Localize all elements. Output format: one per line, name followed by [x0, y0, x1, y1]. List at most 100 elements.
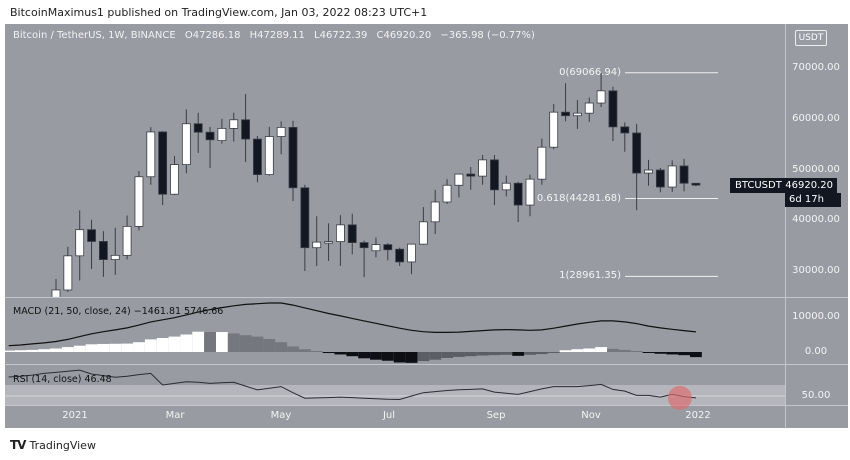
candle-down: [490, 159, 499, 191]
candle-up: [573, 112, 582, 117]
macd-histogram-bar: [571, 349, 584, 352]
candle-up: [525, 178, 535, 206]
macd-scale-label: 0.00: [804, 346, 828, 357]
candle-down: [466, 173, 476, 177]
candle-up: [217, 128, 227, 141]
macd-pane: [2, 302, 702, 363]
candle-up: [312, 241, 322, 249]
candle-up: [478, 159, 488, 177]
macd-histogram-bar: [109, 343, 122, 352]
candle-up: [549, 111, 559, 148]
candle-down: [561, 111, 570, 117]
macd-histogram-bar: [595, 347, 608, 352]
candle-down: [383, 244, 393, 251]
macd-histogram-bar: [192, 331, 205, 352]
candle-down: [395, 248, 405, 263]
tag-price: 46920.20: [785, 180, 833, 191]
macd-histogram-bar: [358, 352, 371, 359]
time-label: Mar: [165, 410, 185, 421]
macd-histogram-bar: [156, 338, 169, 352]
candle-down: [513, 182, 523, 206]
macd-histogram-bar: [334, 352, 347, 355]
price-label: 50000.00: [792, 164, 840, 175]
macd-histogram-bar: [180, 334, 193, 352]
time-label: Nov: [581, 410, 601, 421]
fib-label-1: 1(28961.35): [559, 270, 621, 281]
macd-histogram-bar: [287, 346, 299, 352]
macd-histogram-bar: [216, 332, 228, 352]
brand-name: TradingView: [29, 438, 96, 452]
candle-down: [691, 182, 701, 186]
ohlc-low: L46722.39: [314, 30, 368, 41]
macd-histogram-bar: [607, 348, 619, 352]
macd-histogram-bar: [453, 352, 465, 357]
price-label: 60000.00: [792, 113, 840, 124]
fib-retracement[interactable]: [625, 72, 718, 277]
tradingview-logo[interactable]: TV TradingView: [10, 438, 96, 452]
rsi-band-fill: [5, 385, 785, 405]
macd-histogram-bar: [678, 352, 690, 356]
price-label: 30000.00: [792, 265, 840, 276]
ohlc-close: C46920.20: [376, 30, 432, 41]
macd-histogram-bar: [168, 336, 181, 352]
macd-histogram-bar: [535, 352, 548, 355]
macd-histogram-bar: [417, 352, 430, 362]
macd-histogram-bar: [666, 352, 679, 355]
macd-histogram-bar: [464, 352, 477, 357]
macd-histogram-bar: [441, 352, 453, 358]
candle-down: [632, 132, 642, 174]
macd-legend[interactable]: MACD (21, 50, close, 24) −1461.81 5746.6…: [13, 306, 224, 317]
macd-histogram-bar: [97, 343, 110, 352]
candle-up: [596, 90, 606, 104]
macd-histogram-bar: [121, 343, 134, 352]
macd-histogram-bar: [690, 352, 702, 358]
macd-histogram-bar: [204, 332, 216, 352]
rsi-pane: [8, 369, 696, 410]
macd-histogram-bar: [488, 352, 501, 356]
price-label: 70000.00: [792, 62, 840, 73]
macd-histogram-bar: [310, 350, 323, 352]
macd-histogram-bar: [630, 350, 643, 352]
macd-histogram-bar: [322, 352, 335, 354]
tradingview-logo-icon: TV: [10, 438, 27, 452]
macd-histogram-bar: [476, 352, 489, 356]
macd-histogram-bar: [26, 349, 39, 352]
macd-histogram-bar: [642, 352, 655, 353]
candle-up: [264, 136, 274, 175]
macd-histogram-bar: [547, 352, 560, 353]
candle-up: [667, 165, 677, 188]
symbol-title[interactable]: Bitcoin / TetherUS, 1W, BINANCE: [13, 30, 176, 41]
candle-up: [335, 224, 345, 243]
candle-up: [181, 123, 191, 165]
macd-histogram-bar: [381, 352, 394, 361]
ohlc-high: H47289.11: [249, 30, 305, 41]
candle-up: [324, 241, 333, 244]
symbol-legend: Bitcoin / TetherUS, 1W, BINANCE O47286.1…: [13, 30, 541, 41]
macd-histogram-bar: [298, 349, 311, 352]
time-label: Sep: [486, 410, 506, 421]
time-label: 2022: [685, 410, 711, 421]
rsi-line: [8, 369, 696, 401]
candle-down: [359, 242, 369, 249]
macd-histogram-bar: [275, 342, 288, 352]
rsi-scale-label: 50.00: [801, 390, 831, 401]
candle-down: [347, 224, 357, 244]
macd-histogram-bar: [500, 352, 513, 355]
rsi-legend[interactable]: RSI (14, close) 46.48: [13, 374, 112, 385]
candle-up: [75, 229, 85, 257]
candle-up: [454, 173, 464, 186]
candle-up: [371, 244, 381, 252]
macd-histogram-bar: [512, 352, 525, 356]
macd-scale-label: 10000.00: [792, 311, 840, 322]
macd-histogram-bar: [346, 352, 359, 357]
macd-histogram-bar: [239, 335, 252, 352]
macd-histogram-bar: [251, 336, 264, 352]
macd-histogram-bar: [2, 350, 15, 352]
macd-histogram-bar: [393, 352, 406, 363]
currency-button[interactable]: USDT: [795, 30, 827, 46]
candle-down: [87, 229, 96, 242]
time-label: 2021: [62, 410, 88, 421]
highlight-circle: [667, 385, 692, 410]
macd-histogram-bar: [73, 345, 86, 352]
candle-up: [51, 289, 61, 297]
